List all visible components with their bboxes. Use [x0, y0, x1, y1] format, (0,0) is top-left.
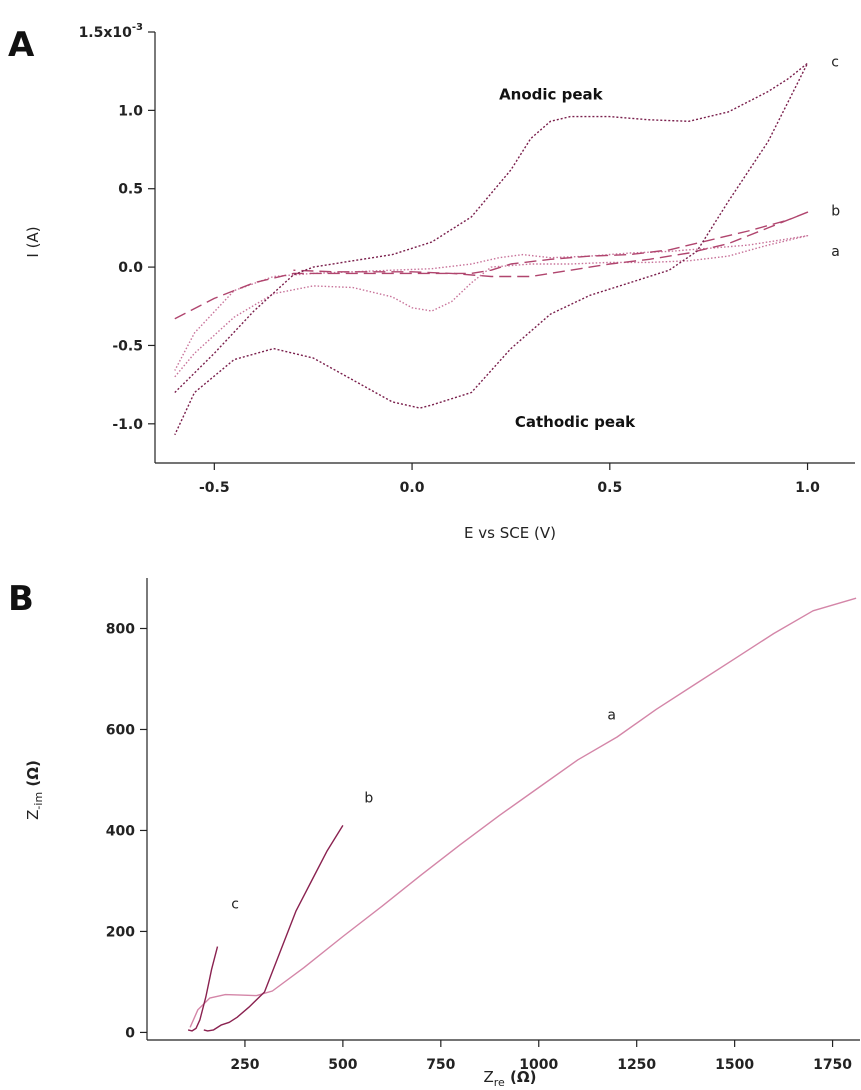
series-a-line — [189, 597, 857, 1028]
x-tick-label: 0.0 — [400, 480, 425, 496]
panel-b: B 250 500 750 1000 1250 1500 1750 0 200 400 600 800… — [8, 578, 860, 1089]
x-tick-label: 1250 — [617, 1057, 656, 1073]
x-tick-label: 1750 — [813, 1057, 852, 1073]
y-tick-label: 400 — [106, 823, 135, 839]
x-axis-title-b-main: Z — [483, 1068, 493, 1086]
x-tick-label: 1.0 — [795, 480, 820, 496]
y-tick-label: 800 — [106, 621, 135, 637]
y-axis-title-b-sub: -im — [32, 792, 45, 810]
y-tick-label: 200 — [106, 924, 135, 940]
y-tick-label: 0.0 — [118, 260, 143, 276]
panel-a-label: A — [8, 25, 35, 65]
annotation: Cathodic peak — [515, 413, 636, 431]
series-b-label: b — [831, 203, 840, 219]
series-b-line — [174, 211, 809, 320]
y-axis-title-b-unit: (Ω) — [24, 760, 42, 792]
y-tick-label: 1.5x10-3 — [79, 22, 143, 41]
y-tick-label: 0.5 — [118, 182, 143, 198]
series-b-line — [203, 825, 344, 1032]
panel-a: A -0.5 0.0 0.5 1.0 -1.0 -0.5 0.0 0.5 1.0 1.5x10-3… — [8, 22, 855, 542]
x-tick-label: 250 — [230, 1057, 259, 1073]
x-tick-label: 750 — [426, 1057, 455, 1073]
annotation: Anodic peak — [499, 85, 604, 103]
x-tick-label: -0.5 — [199, 480, 230, 496]
y-tick-label: 1.0 — [118, 103, 143, 119]
y-tick-label: -1.0 — [112, 417, 143, 433]
cv-plot: -0.5 0.0 0.5 1.0 -1.0 -0.5 0.0 0.5 1.0 1.5x10-3 a… — [79, 22, 855, 496]
x-axis-title-b-unit: (Ω) — [505, 1068, 537, 1086]
x-tick-label: 1000 — [519, 1057, 558, 1073]
series-c-line — [174, 62, 809, 436]
y-tick-label: 0 — [125, 1025, 135, 1041]
series-a-label: a — [831, 244, 840, 260]
x-tick-label: 1500 — [715, 1057, 754, 1073]
y-axis-title-a: I (A) — [24, 226, 42, 257]
series-b-label: b — [364, 791, 373, 807]
x-axis-title-b-sub: re — [494, 1076, 505, 1089]
y-tick-label: -0.5 — [112, 338, 143, 354]
series-a-line — [174, 234, 809, 378]
x-tick-label: 0.5 — [597, 480, 622, 496]
x-axis-title-a: E vs SCE (V) — [464, 524, 556, 542]
series-c-label: c — [231, 897, 239, 913]
series-c-line — [187, 946, 219, 1032]
y-tick-label: 600 — [106, 722, 135, 738]
y-tick-exponent: -3 — [132, 22, 143, 33]
panel-b-label: B — [8, 579, 34, 619]
y-axis-title-b-main: Z — [24, 810, 42, 820]
x-axis-title-b: Zre (Ω) — [483, 1068, 536, 1089]
nyquist-plot: 250 500 750 1000 1250 1500 1750 0 200 400 600 800 a… — [106, 578, 860, 1073]
series-a-label: a — [607, 707, 616, 723]
y-axis-title-b: Z-im (Ω) — [24, 760, 45, 820]
series-c-label: c — [831, 54, 839, 70]
x-tick-label: 500 — [328, 1057, 357, 1073]
